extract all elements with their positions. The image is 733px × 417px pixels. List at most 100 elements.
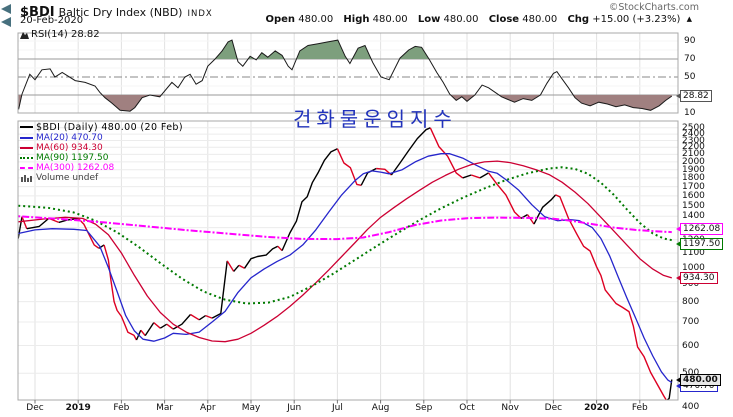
legend-item-bdi: $BDI (Daily) 480.00 (20 Feb): [20, 122, 183, 133]
x-axis-label: 2020: [584, 403, 610, 413]
y-axis-label: 700: [682, 317, 700, 327]
quote-line: Open 480.00 High 480.00 Low 480.00 Close…: [258, 14, 692, 25]
y-axis-label: 2500: [682, 122, 705, 133]
instrument-name: Baltic Dry Index (NBD): [58, 6, 183, 19]
price-line-segment: [479, 172, 489, 179]
rsi-overbought-fill: [296, 40, 347, 59]
x-axis-label: Dec: [26, 403, 44, 413]
left-arrow-icon: [1, 17, 11, 27]
x-axis-label: May: [241, 403, 261, 413]
exchange-label: INDX: [187, 9, 213, 19]
y-axis-label: 400: [682, 402, 700, 413]
y-axis-label: 1600: [682, 190, 705, 201]
price-line-segment: [429, 127, 464, 179]
price-tag: 1262.08: [676, 223, 724, 236]
y-axis-label: 2100: [682, 149, 705, 160]
x-axis-label: Feb: [113, 403, 130, 413]
x-axis-label: Aug: [371, 403, 390, 413]
rsi-oversold-fill: [499, 95, 541, 103]
y-axis-label: 1000: [682, 262, 705, 273]
price-line-segment: [198, 315, 206, 321]
chart-legend: $BDI (Daily) 480.00 (20 Feb) MA(20) 470.…: [20, 122, 183, 183]
tag-arrow: [676, 93, 681, 100]
y-axis-label: 1800: [682, 172, 705, 183]
y-axis-label: 2300: [682, 135, 705, 146]
tag-arrow: [676, 382, 681, 389]
price-line-segment: [471, 174, 481, 179]
low-value: Low 480.00: [417, 14, 479, 25]
price-tag: 1197.50: [676, 238, 724, 251]
rsi-indicator-label: RSI(14) 28.82: [31, 29, 100, 40]
rsi-axis-label: 70: [684, 54, 696, 64]
x-axis-label: Dec: [544, 403, 563, 413]
legend-item-ma300: MA(300) 1262.08: [20, 163, 183, 173]
x-axis-label: Sep: [415, 403, 433, 413]
price-tag: 28.82: [676, 90, 712, 103]
price-line-segment: [526, 214, 535, 225]
tag-arrow: [676, 274, 681, 281]
price-line-segment: [281, 148, 338, 251]
y-axis-label: 1500: [682, 200, 705, 211]
x-axis-label: Apr: [200, 403, 216, 413]
corner-artifact-icons: [1, 4, 11, 27]
line-swatch: [20, 166, 33, 169]
x-axis-label: Mar: [156, 403, 174, 413]
price-line-segment: [238, 264, 245, 269]
y-axis-label: 1400: [682, 211, 705, 222]
legend-item-ma90: MA(90) 1197.50: [20, 153, 183, 163]
rsi-axis-label: 10: [684, 108, 696, 118]
price-line-segment: [243, 245, 279, 269]
rsi-line: [18, 39, 673, 112]
tag-arrow: [676, 376, 681, 383]
y-axis-label: 800: [682, 296, 700, 307]
price-line-segment: [159, 323, 168, 329]
left-arrow-icon: [1, 4, 11, 14]
tag-arrow: [676, 226, 681, 233]
line-swatch: [20, 136, 33, 139]
x-axis-label: Oct: [459, 403, 475, 413]
price-line-segment: [26, 217, 50, 230]
price-line-segment: [277, 245, 283, 252]
line-swatch: [20, 156, 33, 159]
main-panel-border: [17, 120, 679, 401]
y-axis-label: 2000: [682, 156, 705, 167]
price-line-segment: [488, 172, 522, 219]
copyright-text: ©StockCharts.com: [608, 2, 699, 13]
ma60-line: [18, 160, 672, 343]
x-axis-label: Feb: [631, 403, 648, 413]
price-line-segment: [18, 216, 23, 239]
price-line-segment: [533, 194, 557, 225]
y-axis-label: 2400: [682, 129, 705, 140]
price-line-segment: [140, 329, 146, 337]
price-line-segment: [376, 167, 392, 176]
x-axis-label: 2019: [65, 403, 91, 413]
korean-annotation: 건화물운임지수: [293, 107, 457, 131]
price-line-segment: [205, 314, 213, 319]
change-up-arrow: ▲: [686, 15, 692, 23]
price-line-segment: [166, 323, 174, 330]
price-line-segment: [226, 260, 235, 272]
price-tag: 934.30: [676, 271, 718, 284]
ma90-line: [18, 166, 672, 305]
rsi-oversold-fill: [573, 95, 672, 111]
x-axis-label: Jun: [287, 403, 302, 413]
line-swatch: [20, 146, 33, 149]
rsi-overbought-fill: [399, 46, 429, 59]
legend-item-volume: Volume undef: [20, 173, 183, 183]
y-axis-label: 600: [682, 340, 700, 351]
line-swatch: [20, 126, 33, 128]
y-axis-label: 1900: [682, 164, 705, 175]
price-line-segment: [462, 174, 472, 179]
y-axis-label: 1700: [682, 181, 705, 192]
quote-date: 20-Feb-2020: [20, 15, 84, 26]
price-line-segment: [520, 213, 528, 220]
change-value: Chg +15.00 (+3.23%): [567, 14, 681, 25]
legend-item-ma60: MA(60) 934.30: [20, 143, 183, 153]
price-line-segment: [211, 260, 228, 319]
price-line-segment: [336, 148, 362, 186]
price-line-segment: [390, 127, 431, 176]
price-line-segment: [153, 322, 161, 329]
open-value: Open 480.00: [265, 14, 334, 25]
